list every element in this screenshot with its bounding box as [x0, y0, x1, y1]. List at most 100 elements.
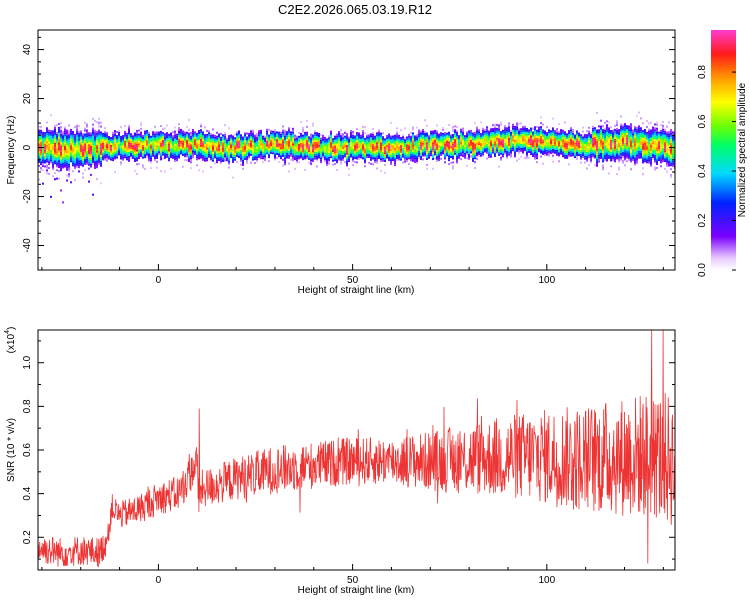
- heatmap-cell: [188, 150, 190, 153]
- heatmap-cell: [668, 148, 670, 151]
- heatmap-cell: [86, 150, 88, 153]
- heatmap-cell: [288, 146, 290, 149]
- heatmap-cell: [668, 164, 670, 167]
- heatmap-cell: [670, 128, 672, 131]
- heatmap-cell: [538, 140, 540, 143]
- heatmap-cell: [342, 145, 344, 148]
- heatmap-cell: [468, 138, 470, 141]
- heatmap-cell: [670, 168, 672, 171]
- heatmap-cell: [336, 153, 338, 156]
- heatmap-cell: [324, 140, 326, 143]
- heatmap-cell: [514, 145, 516, 148]
- heatmap-cell: [464, 146, 466, 149]
- heatmap-cell: [52, 167, 54, 170]
- heatmap-cell: [86, 154, 88, 157]
- heatmap-cell: [570, 135, 572, 138]
- heatmap-cell: [574, 156, 576, 159]
- heatmap-cell: [344, 145, 346, 148]
- heatmap-cell: [62, 152, 64, 155]
- heatmap-cell: [234, 148, 236, 151]
- heatmap-cell: [276, 152, 278, 155]
- heatmap-cell: [342, 147, 344, 150]
- heatmap-cell: [620, 131, 622, 134]
- heatmap-cell: [166, 143, 168, 146]
- heatmap-cell: [320, 139, 322, 142]
- heatmap-cell: [584, 149, 586, 152]
- heatmap-cell: [174, 150, 176, 153]
- heatmap-cell: [228, 135, 230, 138]
- heatmap-cell: [278, 151, 280, 154]
- heatmap-cell: [422, 134, 424, 137]
- heatmap-cell: [600, 139, 602, 142]
- heatmap-cell: [454, 141, 456, 144]
- heatmap-cell: [558, 148, 560, 151]
- heatmap-cell: [490, 147, 492, 150]
- heatmap-cell: [642, 137, 644, 140]
- heatmap-cell: [96, 154, 98, 157]
- heatmap-cell: [346, 160, 348, 163]
- heatmap-cell: [242, 146, 244, 149]
- heatmap-cell: [648, 134, 650, 137]
- heatmap-cell: [66, 162, 68, 165]
- heatmap-cell: [468, 130, 470, 133]
- heatmap-cell: [594, 156, 596, 159]
- heatmap-cell: [580, 153, 582, 156]
- heatmap-cell: [212, 159, 214, 162]
- heatmap-cell: [50, 151, 52, 154]
- heatmap-cell: [324, 158, 326, 161]
- heatmap-cell: [626, 134, 628, 137]
- heatmap-cell: [368, 150, 370, 153]
- heatmap-cell: [554, 151, 556, 154]
- heatmap-cell: [620, 125, 622, 128]
- heatmap-cell: [74, 157, 76, 160]
- heatmap-cell: [40, 163, 42, 166]
- heatmap-cell: [100, 141, 102, 144]
- heatmap-cell: [604, 131, 606, 134]
- heatmap-cell: [240, 144, 242, 147]
- heatmap-cell: [478, 145, 480, 148]
- heatmap-cell: [612, 135, 614, 138]
- heatmap-cell: [356, 132, 358, 135]
- heatmap-cell: [204, 134, 206, 137]
- heatmap-cell: [134, 144, 136, 147]
- heatmap-cell: [286, 138, 288, 141]
- heatmap-cell: [430, 144, 432, 147]
- heatmap-cell: [194, 145, 196, 148]
- heatmap-cell: [202, 152, 204, 155]
- heatmap-cell: [284, 151, 286, 154]
- heatmap-cell: [602, 152, 604, 155]
- heatmap-cell: [250, 147, 252, 150]
- heatmap-cell: [534, 151, 536, 154]
- heatmap-cell: [558, 130, 560, 133]
- heatmap-cell: [618, 158, 620, 161]
- heatmap-cell: [110, 144, 112, 147]
- heatmap-cell: [312, 140, 314, 143]
- heatmap-cell: [400, 139, 402, 142]
- heatmap-cell: [176, 133, 178, 136]
- heatmap-cell: [350, 132, 352, 135]
- heatmap-cell: [490, 142, 492, 145]
- heatmap-cell: [186, 151, 188, 154]
- heatmap-cell: [666, 153, 668, 156]
- heatmap-cell: [164, 152, 166, 155]
- heatmap-cell: [642, 153, 644, 156]
- heatmap-cell: [74, 163, 76, 166]
- heatmap-cell: [456, 130, 458, 133]
- heatmap-cell: [594, 164, 596, 167]
- heatmap-cell: [72, 156, 74, 159]
- heatmap-cell: [232, 157, 234, 160]
- heatmap-cell: [494, 137, 496, 140]
- heatmap-cell: [512, 135, 514, 138]
- heatmap-cell: [256, 132, 258, 135]
- heatmap-cell: [172, 141, 174, 144]
- heatmap-cell: [496, 139, 498, 142]
- heatmap-cell: [542, 143, 544, 146]
- heatmap-cell: [68, 173, 70, 176]
- heatmap-cell: [150, 149, 152, 152]
- heatmap-cell: [590, 134, 592, 137]
- heatmap-cell: [174, 136, 176, 139]
- heatmap-cell: [296, 159, 298, 162]
- heatmap-cell: [666, 145, 668, 148]
- heatmap-cell: [486, 128, 488, 131]
